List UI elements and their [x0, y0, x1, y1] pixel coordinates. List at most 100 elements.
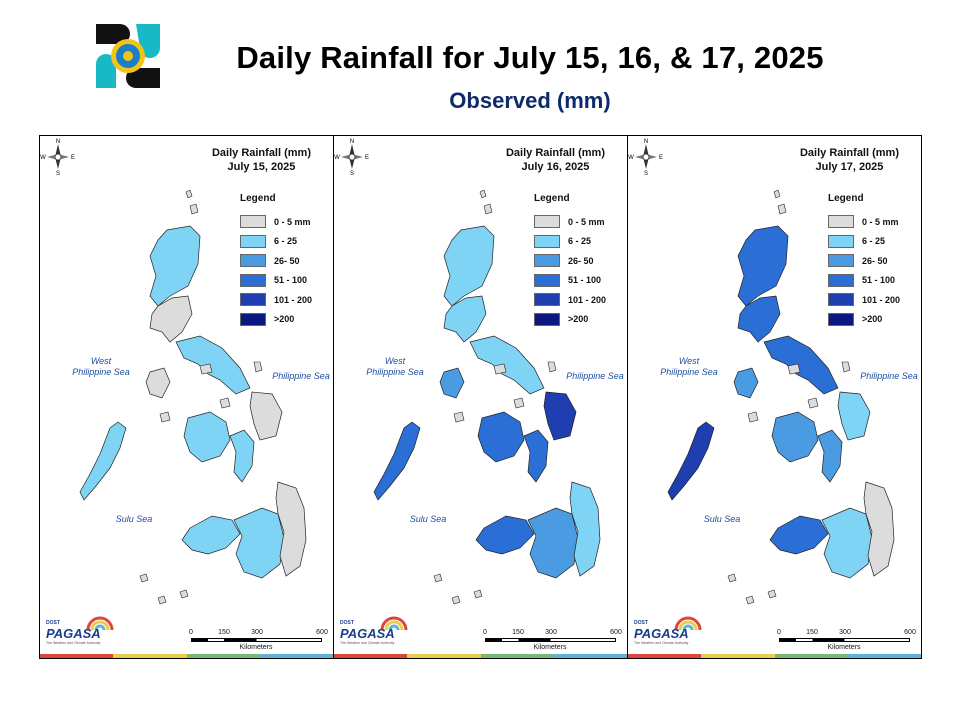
philippines-rainfall-map	[373, 189, 601, 605]
region-mindoro	[733, 367, 759, 399]
legend-swatch	[534, 273, 560, 287]
scale-tick-label: 150	[512, 629, 524, 636]
legend-item: 101 - 200	[240, 290, 312, 310]
region-luzon-central	[149, 295, 193, 343]
region-mindanao-central	[233, 507, 285, 579]
scale-tick-label: 600	[316, 629, 328, 636]
legend-item: 6 - 25	[240, 232, 312, 252]
legend-swatch	[240, 293, 266, 307]
pagasa-logo: DOST PAGASA The Weather and Climate Auth…	[340, 616, 410, 648]
legend-item: 0 - 5 mm	[828, 212, 900, 232]
islet	[189, 203, 199, 215]
legend-label: 26- 50	[568, 255, 594, 266]
svg-text:W: W	[40, 155, 46, 161]
legend-item: 0 - 5 mm	[534, 212, 606, 232]
pagasa-arc-icon	[380, 616, 408, 631]
legend-swatch	[240, 312, 266, 326]
legend-label: 51 - 100	[274, 275, 308, 286]
panel-date: July 17, 2025	[815, 161, 884, 173]
legend-label: 6 - 25	[862, 236, 886, 247]
islet	[219, 397, 231, 409]
panel-date: July 15, 2025	[227, 161, 296, 173]
west-philippine-sea-label: West Philippine Sea	[72, 356, 130, 377]
legend-item: >200	[828, 310, 900, 330]
region-luzon-central	[443, 295, 487, 343]
scale-tick-label: 300	[545, 629, 557, 636]
philippine-sea-label: Philippine Sea	[860, 371, 918, 381]
legend-label: 26- 50	[274, 255, 300, 266]
region-mindoro	[145, 367, 171, 399]
scale-tick-label: 600	[904, 629, 916, 636]
legend-item: 26- 50	[534, 251, 606, 271]
legend-swatch	[534, 312, 560, 326]
legend-swatch	[828, 273, 854, 287]
islet	[777, 203, 787, 215]
svg-text:E: E	[71, 155, 75, 161]
legend-item: 26- 50	[240, 251, 312, 271]
legend-label: 6 - 25	[568, 236, 592, 247]
legend-label: 26- 50	[862, 255, 888, 266]
scale-tick-label: 0	[189, 629, 193, 636]
page-subtitle: Observed (mm)	[449, 88, 611, 113]
legend-label: 101 - 200	[274, 294, 313, 305]
islet	[547, 361, 557, 373]
islet	[787, 363, 801, 375]
legend-swatch	[828, 234, 854, 248]
page-title: Daily Rainfall for July 15, 16, & 17, 20…	[236, 40, 824, 75]
region-visayas-east	[229, 429, 255, 483]
legend-label: 0 - 5 mm	[274, 216, 311, 227]
legend-title: Legend	[534, 193, 570, 204]
rainfall-map-panel-3: N S W E Daily Rainfall (mm) July 17, 202…	[627, 135, 922, 659]
region-mindanao-east	[275, 481, 307, 577]
islet	[253, 361, 263, 373]
west-philippine-sea-label: West Philippine Sea	[366, 356, 424, 377]
pagasa-arc-icon	[86, 616, 114, 631]
islet	[139, 573, 149, 583]
panel-heading: Daily Rainfall (mm)	[505, 147, 605, 159]
region-visayas-east	[817, 429, 843, 483]
islet	[473, 589, 483, 599]
legend-title: Legend	[828, 193, 864, 204]
svg-text:S: S	[350, 171, 354, 176]
legend-item: 6 - 25	[828, 232, 900, 252]
panel-title: Daily Rainfall (mm) July 17, 2025	[800, 146, 899, 174]
region-palawan	[373, 421, 421, 501]
legend-item: >200	[534, 310, 606, 330]
scale-bar: 0 150 300 600 Kilometers	[189, 629, 328, 651]
sulu-sea-label: Sulu Sea	[115, 514, 153, 524]
legend-swatch	[828, 254, 854, 268]
legend-item: 101 - 200	[828, 290, 900, 310]
legend-item: 51 - 100	[828, 271, 900, 291]
legend-swatch	[240, 273, 266, 287]
legend-label: >200	[862, 314, 883, 325]
legend-swatch	[534, 215, 560, 229]
islet	[453, 411, 465, 423]
islet	[727, 573, 737, 583]
islet	[185, 189, 193, 199]
legend-label: 0 - 5 mm	[568, 216, 605, 227]
svg-text:W: W	[628, 155, 634, 161]
legend-label: 51 - 100	[862, 275, 896, 286]
legend-item: 51 - 100	[534, 271, 606, 291]
svg-text:E: E	[659, 155, 663, 161]
region-samar	[543, 391, 577, 441]
legend-swatch	[534, 293, 560, 307]
islet	[747, 411, 759, 423]
legend-label: 101 - 200	[568, 294, 607, 305]
islet	[179, 589, 189, 599]
svg-text:N: N	[56, 139, 60, 145]
panel-date: July 16, 2025	[521, 161, 590, 173]
west-philippine-sea-label: West Philippine Sea	[660, 356, 718, 377]
islet	[199, 363, 213, 375]
svg-text:S: S	[56, 171, 60, 176]
legend-swatch	[240, 254, 266, 268]
philippines-rainfall-map	[79, 189, 307, 605]
compass-rose-icon: N S W E	[40, 139, 75, 176]
region-luzon-central	[737, 295, 781, 343]
color-stripe	[334, 654, 627, 658]
sulu-sea-label: Sulu Sea	[409, 514, 447, 524]
pagasa-logo: DOST PAGASA The Weather and Climate Auth…	[634, 616, 704, 648]
svg-text:E: E	[365, 155, 369, 161]
islet	[745, 595, 755, 605]
panel-heading: Daily Rainfall (mm)	[211, 147, 311, 159]
